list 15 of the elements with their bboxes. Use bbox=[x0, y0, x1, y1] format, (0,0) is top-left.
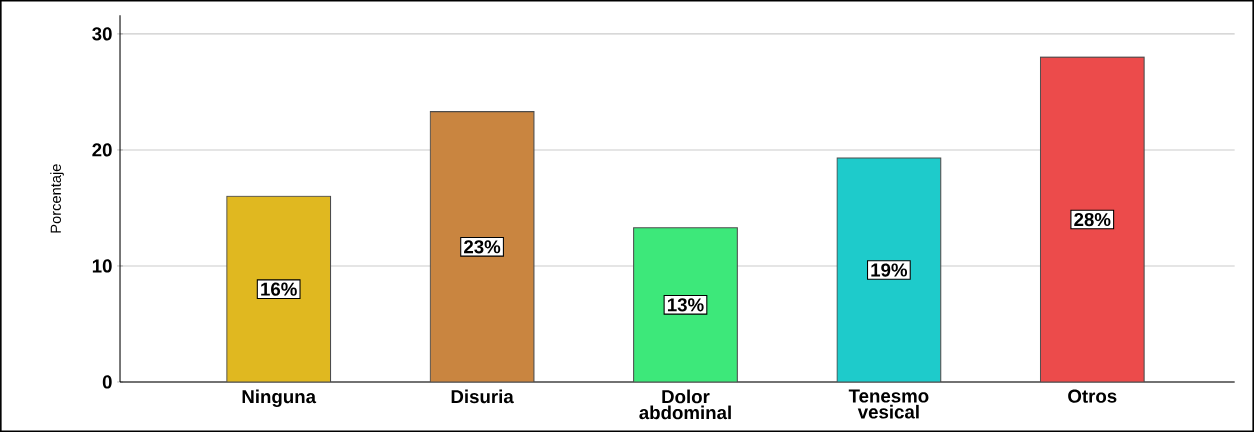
x-tick-label: Dolor abdominal bbox=[639, 389, 731, 420]
x-tick-label: Otros bbox=[1068, 389, 1117, 403]
data-label: 16% bbox=[261, 282, 297, 296]
x-tick-label: Ninguna bbox=[242, 389, 317, 408]
x-tick-label: Tenesmo vesical bbox=[848, 389, 929, 419]
y-tick-label: 10 bbox=[92, 259, 112, 273]
y-axis-title: Porcentaje bbox=[50, 164, 64, 233]
data-label: 19% bbox=[871, 263, 908, 277]
y-tick-label: 30 bbox=[92, 27, 112, 41]
y-tick-label: 20 bbox=[92, 143, 112, 157]
data-label: 28% bbox=[1074, 212, 1111, 227]
y-tick-label: 0 bbox=[102, 375, 112, 389]
data-label: 23% bbox=[464, 240, 501, 254]
data-label: 13% bbox=[667, 298, 704, 312]
x-tick-label: Disuria bbox=[451, 389, 514, 404]
